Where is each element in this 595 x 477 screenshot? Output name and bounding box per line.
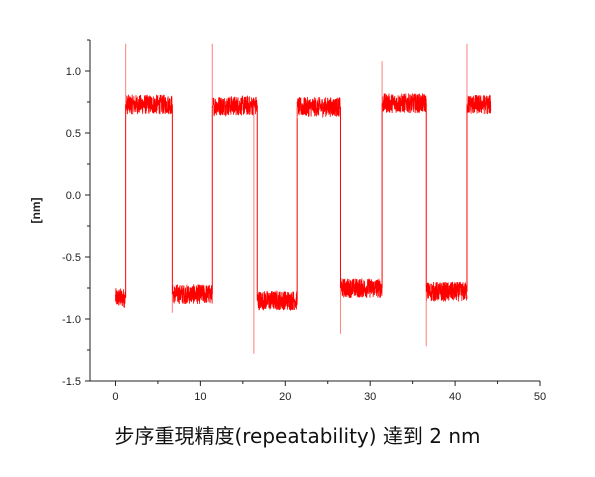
chart-caption: 步序重現精度(repeatability) 達到 2 nm [114, 424, 481, 448]
x-tick-label: 30 [364, 391, 376, 403]
x-tick-label: 10 [194, 391, 206, 403]
plateau-segment [466, 94, 492, 115]
plateau-segment [425, 281, 468, 302]
y-tick-label: 0.0 [66, 190, 81, 202]
x-tick-label: 50 [534, 391, 546, 403]
y-tick-label: -0.5 [62, 252, 81, 264]
plateau-segment [381, 93, 427, 114]
y-tick-label: 1.0 [66, 66, 81, 78]
y-axis-title: [nm] [29, 198, 43, 224]
y-tick-label: 0.5 [66, 128, 81, 140]
repeatability-chart: -1.5 -1.0 -0.5 0.0 0.5 1.0 0 10 20 30 40 50 [nm] [29, 39, 546, 403]
plateau-segment [125, 94, 173, 115]
plateau-segment [171, 284, 213, 305]
x-tick-label: 0 [112, 391, 118, 403]
y-tick-label: -1.0 [62, 314, 81, 326]
plateau-segment [340, 278, 383, 298]
plateau-segment [296, 97, 341, 119]
x-tick-label: 20 [279, 391, 291, 403]
plateau-segment [211, 95, 258, 118]
plateau-segment [115, 288, 127, 308]
data-layer [115, 43, 492, 354]
y-tick-label: -1.5 [62, 376, 81, 388]
x-tick-label: 40 [449, 391, 461, 403]
axes: -1.5 -1.0 -0.5 0.0 0.5 1.0 0 10 20 30 40 50 [62, 39, 546, 403]
plateau-segment [256, 290, 298, 312]
